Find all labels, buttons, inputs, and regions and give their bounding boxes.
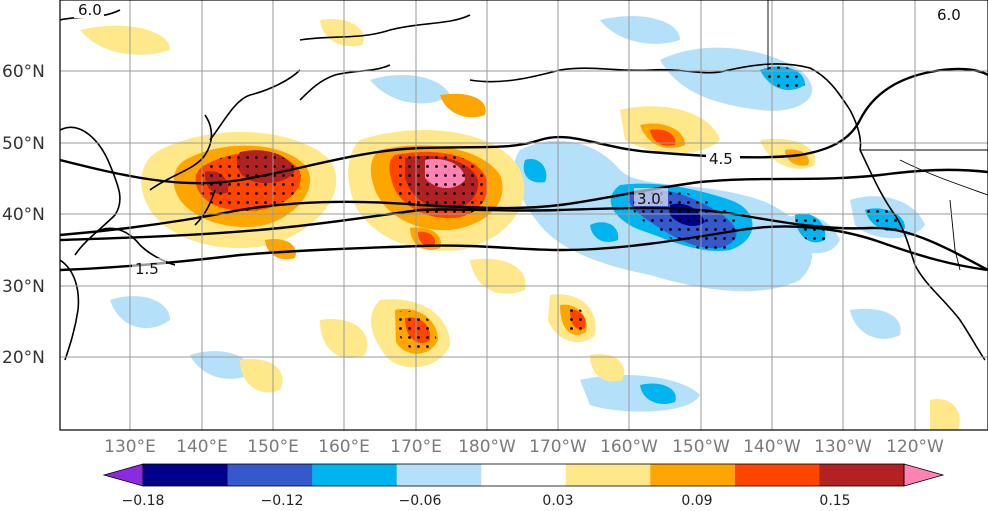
lon-label-160e: 160°E — [318, 437, 370, 457]
lon-label-130e: 130°E — [104, 437, 156, 457]
lat-label-50: 50°N — [2, 134, 45, 154]
colorbar-label-5: 0.15 — [819, 493, 850, 509]
colorbar-segment — [227, 464, 313, 486]
colorbar-labels: −0.18 −0.12 −0.06 0.03 0.09 0.15 — [122, 493, 851, 509]
colorbar-extend-right — [903, 463, 945, 487]
lat-label-40: 40°N — [2, 205, 45, 225]
colorbar-segment — [565, 464, 651, 486]
colorbar-segment — [819, 464, 905, 486]
lon-label-170w: 170°W — [529, 437, 587, 457]
colorbar-label-1: −0.12 — [261, 493, 304, 509]
lat-label-60: 60°N — [2, 62, 45, 82]
lon-label-160w: 160°W — [600, 437, 658, 457]
contour-labels: 6.0 4.5 3.0 1.5 6.0 — [74, 0, 968, 278]
lat-label-30: 30°N — [2, 277, 45, 297]
contour-label-6b: 6.0 — [937, 6, 961, 24]
mean-contours — [60, 67, 988, 272]
colorbar-label-4: 0.09 — [681, 493, 712, 509]
colorbar-segment — [734, 464, 820, 486]
lon-label-180w: 180°W — [458, 437, 516, 457]
colorbar-outline — [142, 463, 905, 487]
latitude-labels: 60°N 50°N 40°N 30°N 20°N — [2, 62, 45, 368]
contour-label-4-5: 4.5 — [709, 150, 733, 168]
lon-label-120w: 120°W — [886, 437, 944, 457]
contour-label-3-0: 3.0 — [637, 190, 661, 208]
lat-label-20: 20°N — [2, 348, 45, 368]
gridlines — [60, 0, 988, 430]
colorbar-segment — [396, 464, 482, 486]
borders — [767, 0, 988, 271]
lon-label-140e: 140°E — [176, 437, 228, 457]
colorbar-extend-left — [102, 463, 144, 487]
colorbar — [102, 463, 945, 487]
anomaly-field: 6.0 4.5 3.0 1.5 6.0 — [60, 0, 988, 430]
colorbar-segment — [312, 464, 398, 486]
colorbar-segment — [143, 464, 229, 486]
longitude-labels: 130°E 140°E 150°E 160°E 170°E 180°W 170°… — [104, 437, 944, 457]
colorbar-segment — [650, 464, 736, 486]
contour-label-1-5: 1.5 — [135, 260, 159, 278]
lon-label-140w: 140°W — [743, 437, 801, 457]
contour-label-6a: 6.0 — [78, 1, 102, 19]
lon-label-150e: 150°E — [247, 437, 299, 457]
colorbar-label-0: −0.18 — [122, 493, 165, 509]
colorbar-label-2: −0.06 — [399, 493, 442, 509]
colorbar-label-3: 0.03 — [542, 493, 573, 509]
lon-label-130w: 130°W — [814, 437, 872, 457]
lon-label-170e: 170°E — [390, 437, 442, 457]
map-frame — [59, 0, 988, 431]
lon-label-150w: 150°W — [672, 437, 730, 457]
colorbar-segment — [481, 464, 567, 486]
